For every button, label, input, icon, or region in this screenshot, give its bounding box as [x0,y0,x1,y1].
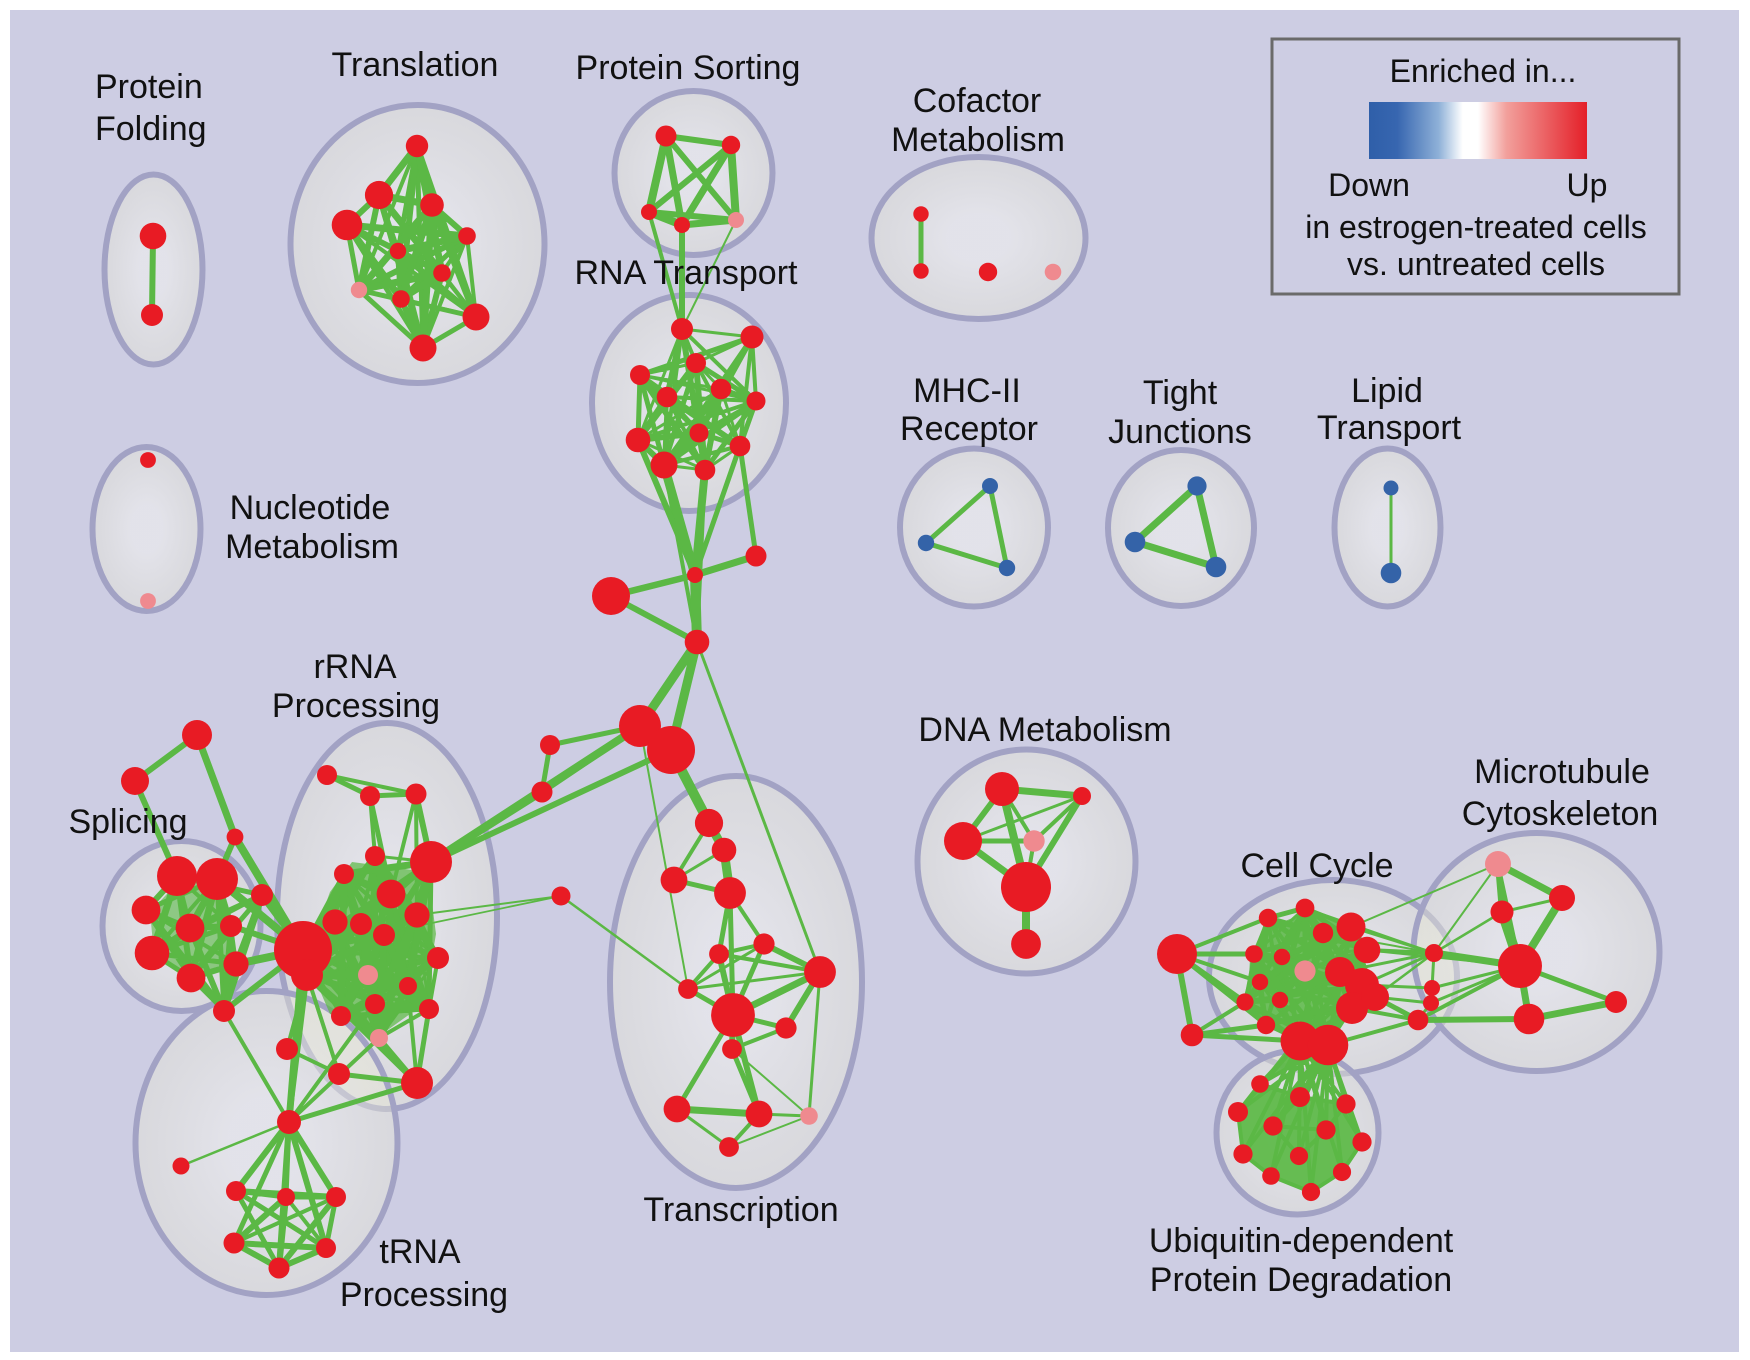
svg-text:in estrogen-treated cells: in estrogen-treated cells [1305,209,1647,245]
svg-text:Cell Cycle: Cell Cycle [1240,847,1393,885]
svg-text:MHC-II: MHC-II [913,372,1021,410]
svg-text:Tight: Tight [1143,374,1218,412]
svg-text:Nucleotide: Nucleotide [230,489,391,527]
svg-text:rRNA: rRNA [313,648,396,686]
svg-text:Transport: Transport [1317,409,1462,447]
svg-text:Folding: Folding [95,110,207,148]
svg-text:tRNA: tRNA [379,1233,461,1271]
svg-text:Lipid: Lipid [1351,372,1423,410]
svg-text:Processing: Processing [272,687,440,725]
svg-text:Cytoskeleton: Cytoskeleton [1462,795,1659,833]
svg-text:vs. untreated cells: vs. untreated cells [1347,246,1605,282]
svg-text:RNA Transport: RNA Transport [575,254,799,292]
svg-text:Enriched in...: Enriched in... [1390,53,1577,89]
svg-text:Ubiquitin-dependent: Ubiquitin-dependent [1149,1222,1454,1260]
svg-text:Protein Degradation: Protein Degradation [1150,1261,1452,1299]
svg-text:Protein Sorting: Protein Sorting [576,49,801,87]
svg-text:Down: Down [1328,167,1410,203]
svg-text:Protein: Protein [95,68,203,106]
svg-text:Splicing: Splicing [68,803,187,841]
svg-text:Up: Up [1567,167,1608,203]
svg-text:Translation: Translation [332,46,499,84]
svg-text:Cofactor: Cofactor [913,82,1042,120]
svg-text:Metabolism: Metabolism [225,528,399,566]
svg-text:DNA Metabolism: DNA Metabolism [918,711,1171,749]
svg-text:Metabolism: Metabolism [891,121,1065,159]
svg-text:Receptor: Receptor [900,410,1038,448]
svg-text:Junctions: Junctions [1108,413,1252,451]
svg-text:Transcription: Transcription [643,1191,838,1229]
svg-text:Processing: Processing [340,1276,508,1314]
svg-text:Microtubule: Microtubule [1474,753,1650,791]
